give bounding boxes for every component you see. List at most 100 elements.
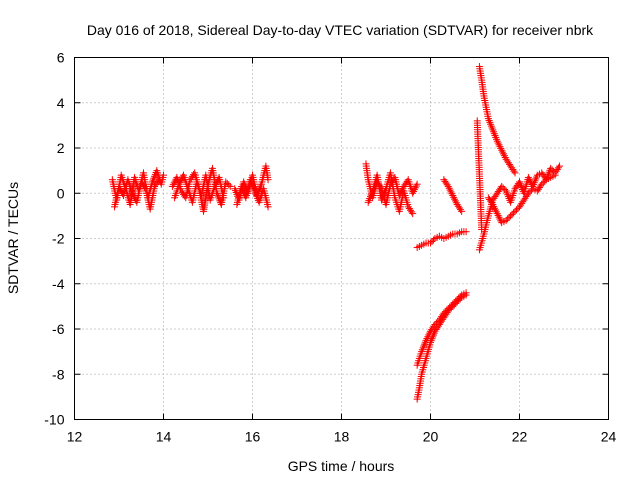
data-point [117, 186, 125, 194]
data-point [264, 176, 272, 184]
data-point [510, 209, 518, 217]
data-point [510, 167, 518, 175]
y-tick-label: -4 [52, 276, 65, 292]
y-tick-label: -10 [44, 412, 64, 428]
data-point [511, 207, 519, 215]
data-point [423, 335, 431, 343]
y-axis-label: SDTVAR / TECUs [5, 182, 21, 294]
data-point [451, 197, 459, 205]
data-point [462, 289, 470, 297]
x-tick-label: 24 [601, 429, 617, 445]
data-point [525, 175, 533, 183]
data-point [450, 193, 458, 201]
data-point [491, 204, 499, 212]
data-point [500, 152, 508, 160]
data-point [409, 189, 417, 197]
data-point [444, 305, 452, 313]
data-point [422, 336, 430, 344]
y-axis-ticks: -10 -8 -6 -4 -2 0 2 4 6 [44, 50, 609, 428]
y-tick-label: -8 [52, 366, 65, 382]
data-point [499, 150, 507, 158]
data-point [526, 188, 534, 196]
data-point [493, 210, 501, 218]
data-point [427, 239, 434, 247]
data-point [115, 182, 123, 190]
data-point [160, 171, 167, 179]
x-tick-label: 12 [67, 429, 83, 445]
data-point [141, 183, 149, 191]
x-tick-label: 16 [245, 429, 261, 445]
data-point [223, 179, 231, 187]
data-point [447, 302, 455, 310]
data-point [501, 154, 509, 162]
data-point [455, 294, 463, 302]
data-point [440, 309, 448, 317]
data-point [457, 206, 465, 214]
data-point [177, 177, 185, 185]
x-tick-label: 22 [512, 429, 528, 445]
data-point [411, 184, 419, 192]
data-point [513, 206, 521, 214]
data-point [212, 179, 220, 187]
data-point [426, 329, 434, 337]
data-point [446, 186, 454, 194]
data-point [443, 306, 451, 314]
data-point [449, 192, 457, 200]
y-tick-label: -6 [52, 321, 65, 337]
data-point [508, 210, 516, 218]
grid [74, 57, 609, 420]
data-point [412, 182, 420, 190]
data-point [410, 186, 418, 194]
x-axis-label: GPS time / hours [288, 458, 395, 474]
data-point [450, 299, 458, 307]
data-point [524, 189, 532, 197]
data-point [488, 199, 496, 207]
data-point [452, 199, 460, 207]
data-point [443, 181, 451, 189]
data-point [502, 216, 510, 224]
data-point [453, 296, 461, 304]
data-point [448, 190, 456, 198]
data-point [445, 184, 453, 192]
data-point [424, 333, 432, 341]
data-point [499, 148, 507, 156]
x-tick-label: 14 [156, 429, 172, 445]
data-point [429, 236, 437, 244]
data-point [524, 173, 532, 181]
data-point [211, 182, 219, 190]
data-point [495, 141, 503, 149]
data-point [554, 164, 562, 172]
data-point [511, 169, 519, 177]
data-point [449, 300, 457, 308]
data-point [452, 297, 460, 305]
data-point [494, 211, 502, 219]
data-point [505, 213, 513, 221]
data-points [108, 63, 564, 403]
data-point [432, 319, 440, 327]
y-tick-label: 6 [57, 50, 65, 66]
data-point [425, 331, 433, 339]
data-point [491, 206, 499, 214]
data-point [428, 238, 436, 246]
data-point [551, 171, 559, 179]
data-point [409, 210, 417, 218]
data-point [498, 146, 506, 154]
data-point [410, 187, 418, 195]
data-point [446, 303, 454, 311]
x-tick-label: 18 [334, 429, 350, 445]
data-point [496, 215, 504, 223]
data-point [226, 182, 234, 190]
y-tick-label: 4 [57, 95, 65, 111]
data-point [494, 139, 502, 147]
data-point [492, 208, 500, 216]
x-tick-label: 20 [423, 429, 439, 445]
data-point [444, 182, 452, 190]
y-tick-label: 0 [57, 185, 65, 201]
data-point [462, 228, 470, 236]
data-point [155, 176, 163, 184]
data-point [495, 213, 503, 221]
data-point [168, 182, 176, 190]
data-point [539, 179, 547, 187]
data-point [154, 177, 162, 185]
